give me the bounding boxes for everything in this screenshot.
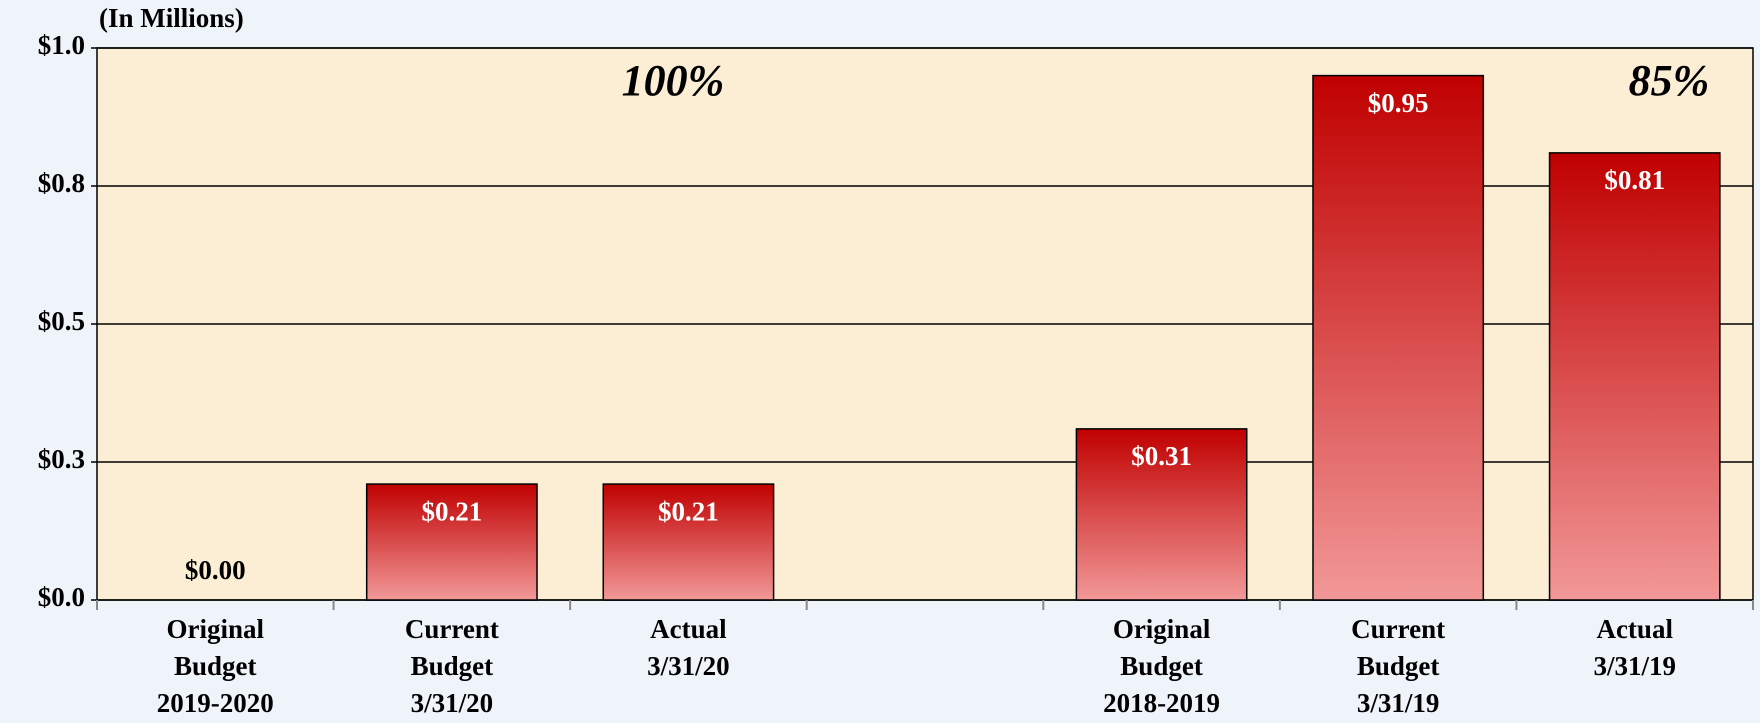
x-tick-label: Original Budget 2019-2020 bbox=[157, 614, 274, 718]
x-tick-label: Original Budget 2018-2019 bbox=[1103, 614, 1220, 718]
y-tick-label: $1.0 bbox=[38, 30, 85, 60]
value-label: $0.31 bbox=[1131, 441, 1192, 471]
x-tick-label: Actual 3/31/20 bbox=[647, 614, 730, 681]
bar bbox=[602, 483, 775, 601]
y-tick-label: $0.3 bbox=[38, 444, 85, 474]
y-tick-label: $0.8 bbox=[38, 168, 85, 198]
y-axis-unit: (In Millions) bbox=[99, 3, 244, 33]
annotation: 85% bbox=[1629, 56, 1710, 105]
value-label: $0.81 bbox=[1604, 165, 1665, 195]
value-label: $0.95 bbox=[1368, 88, 1429, 118]
value-label: $0.00 bbox=[185, 555, 246, 585]
bar bbox=[1548, 152, 1721, 601]
bar bbox=[1312, 74, 1485, 601]
y-tick-label: $0.0 bbox=[38, 582, 85, 612]
annotation: 100% bbox=[622, 56, 725, 105]
bar bbox=[1075, 428, 1248, 601]
value-label: $0.21 bbox=[658, 496, 719, 526]
x-tick-label: Current Budget 3/31/19 bbox=[1351, 614, 1445, 718]
value-label: $0.21 bbox=[421, 496, 482, 526]
bar bbox=[365, 483, 538, 601]
x-tick-label: Current Budget 3/31/20 bbox=[405, 614, 499, 718]
plot-border bbox=[96, 47, 1754, 601]
x-tick-label: Actual 3/31/19 bbox=[1593, 614, 1676, 681]
y-tick-label: $0.5 bbox=[38, 306, 85, 336]
